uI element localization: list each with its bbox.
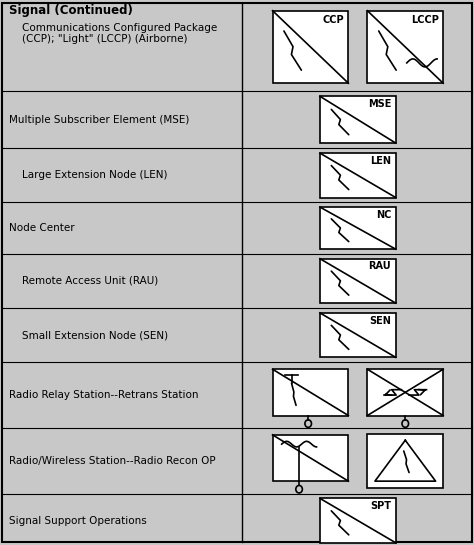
Text: Remote Access Unit (RAU): Remote Access Unit (RAU) [9, 276, 159, 286]
Bar [320, 153, 396, 198]
Text: SPT: SPT [370, 501, 391, 511]
Text: Radio Relay Station--Retrans Station: Radio Relay Station--Retrans Station [9, 390, 199, 400]
Bar [273, 369, 348, 415]
Bar [320, 207, 396, 249]
Text: NC: NC [376, 210, 391, 220]
Text: Radio/Wireless Station--Radio Recon OP: Radio/Wireless Station--Radio Recon OP [9, 456, 216, 465]
Text: Communications Configured Package
    (CCP); "Light" (LCCP) (Airborne): Communications Configured Package (CCP);… [9, 23, 218, 45]
Text: Signal (Continued): Signal (Continued) [9, 4, 133, 17]
Bar [367, 434, 443, 488]
Text: LEN: LEN [370, 156, 391, 166]
Text: Node Center: Node Center [9, 223, 75, 233]
Bar [367, 11, 443, 83]
Text: Multiple Subscriber Element (MSE): Multiple Subscriber Element (MSE) [9, 114, 190, 125]
Text: Small Extension Node (SEN): Small Extension Node (SEN) [9, 330, 169, 340]
Bar [273, 435, 348, 481]
Bar [320, 313, 396, 358]
Text: RAU: RAU [369, 262, 391, 271]
Text: Large Extension Node (LEN): Large Extension Node (LEN) [9, 171, 168, 180]
Text: LCCP: LCCP [411, 15, 438, 25]
Bar [320, 96, 396, 143]
Text: SEN: SEN [369, 316, 391, 325]
Text: MSE: MSE [368, 99, 391, 109]
Text: Signal Support Operations: Signal Support Operations [9, 516, 147, 525]
Text: CCP: CCP [322, 15, 344, 25]
Bar [320, 498, 396, 543]
Bar [273, 11, 348, 83]
Bar [320, 259, 396, 303]
Bar [367, 369, 443, 415]
